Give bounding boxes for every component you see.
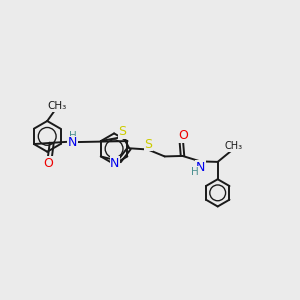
- Text: N: N: [110, 157, 120, 170]
- Text: S: S: [144, 138, 152, 151]
- Text: S: S: [118, 125, 127, 138]
- Text: CH₃: CH₃: [47, 101, 66, 111]
- Text: O: O: [178, 129, 188, 142]
- Text: N: N: [196, 161, 205, 174]
- Text: H: H: [191, 167, 199, 177]
- Text: H: H: [69, 131, 76, 141]
- Text: O: O: [44, 157, 53, 170]
- Text: N: N: [68, 136, 77, 149]
- Text: CH₃: CH₃: [225, 141, 243, 151]
